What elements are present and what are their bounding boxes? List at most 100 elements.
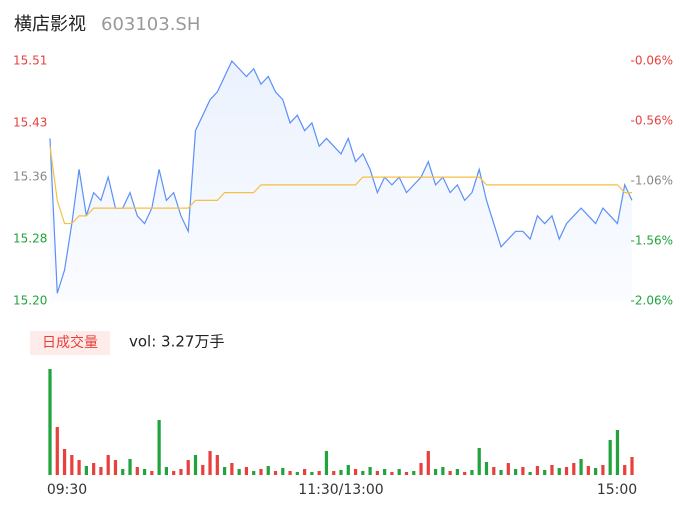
volume-bar <box>77 460 81 475</box>
volume-bar <box>608 440 612 475</box>
volume-bar <box>412 471 416 475</box>
volume-bar <box>477 448 481 475</box>
volume-bar <box>186 460 190 475</box>
y-tick-label: 15.28 <box>13 232 47 246</box>
x-tick-label: 15:00 <box>597 482 637 498</box>
volume-bar <box>361 471 365 475</box>
volume-bar <box>383 469 387 475</box>
price-area <box>50 61 632 301</box>
volume-bar <box>55 427 59 475</box>
volume-bar <box>106 455 110 475</box>
volume-bar <box>375 471 379 475</box>
y2-tick-label: -2.06% <box>631 294 673 308</box>
volume-bar <box>128 459 132 475</box>
volume-bar <box>543 470 547 475</box>
volume-bar <box>324 451 329 475</box>
volume-bar <box>48 369 52 475</box>
volume-bar <box>339 470 343 475</box>
volume-bar <box>179 469 183 475</box>
y-tick-label: 15.20 <box>13 294 47 308</box>
volume-bar <box>113 460 118 475</box>
volume-bar <box>332 471 336 475</box>
volume-bar <box>513 469 518 475</box>
volume-bar <box>557 468 561 475</box>
volume-bar <box>528 472 532 475</box>
volume-bar <box>288 471 292 475</box>
volume-bar <box>310 472 314 475</box>
volume-bar <box>172 471 176 475</box>
volume-bar <box>259 469 263 475</box>
volume-bar <box>572 463 576 475</box>
volume-bar <box>303 469 307 475</box>
volume-bar <box>426 451 430 475</box>
volume-bar <box>463 472 467 475</box>
volume-bar <box>397 469 401 475</box>
volume-bar <box>353 469 358 475</box>
volume-bar <box>404 472 409 475</box>
volume-bar <box>222 467 227 475</box>
volume-bar <box>368 467 372 475</box>
volume-bar <box>346 465 350 475</box>
volume-bar <box>121 469 125 475</box>
price-line <box>49 59 633 294</box>
volume-bar <box>237 469 241 475</box>
volume-bar <box>244 467 249 475</box>
volume-bar <box>448 471 452 475</box>
average-line <box>49 146 632 225</box>
volume-bar <box>499 470 503 475</box>
volume-bar <box>266 466 270 475</box>
volume-bar <box>215 455 219 475</box>
volume-bar <box>157 420 161 475</box>
volume-bar <box>150 471 154 475</box>
y2-tick-label: -0.56% <box>631 114 673 128</box>
volume-bar <box>615 430 620 475</box>
volume-bar <box>433 469 438 475</box>
legend-label: 日成交量 <box>42 334 98 351</box>
volume-bar <box>579 459 583 475</box>
volume-bar <box>273 471 278 475</box>
stock-name: 横店影视 <box>14 14 86 35</box>
volume-bar <box>201 465 205 475</box>
volume-bar <box>492 467 496 475</box>
volume-bar <box>252 471 256 475</box>
x-tick-label: 09:30 <box>47 482 87 498</box>
volume-bar <box>506 463 510 475</box>
volume-bar <box>281 468 285 475</box>
legend-box <box>30 331 110 355</box>
volume-bar <box>623 465 627 475</box>
volume-bar <box>630 457 634 475</box>
volume-bar <box>193 455 198 475</box>
volume-bar <box>70 455 74 475</box>
volume-bar <box>230 463 234 475</box>
volume-bar <box>142 469 147 475</box>
volume-bar <box>390 472 394 475</box>
volume-bar <box>521 467 525 475</box>
volume-bar <box>164 467 169 475</box>
volume-label: vol: 3.27万手 <box>129 333 224 351</box>
volume-bar <box>208 451 212 475</box>
volume-bar <box>84 466 88 475</box>
volume-bar <box>470 470 474 475</box>
volume-bar <box>455 469 460 475</box>
volume-bar <box>99 467 103 475</box>
y-tick-label: 15.43 <box>13 115 47 129</box>
volume-bar <box>135 467 139 475</box>
volume-bar <box>601 465 605 475</box>
volume-bar <box>594 468 598 475</box>
volume-bar <box>92 463 96 475</box>
stock-code: 603103.SH <box>101 14 200 35</box>
volume-bar <box>535 466 540 475</box>
volume-bar <box>62 449 67 475</box>
y2-tick-label: -1.56% <box>631 234 673 248</box>
volume-bar <box>441 467 445 475</box>
y-tick-label: 15.36 <box>13 170 47 184</box>
y-tick-label: 15.51 <box>13 54 47 68</box>
volume-bar <box>295 472 299 475</box>
y2-tick-label: -1.06% <box>631 174 673 188</box>
volume-bar <box>419 463 423 475</box>
volume-bar <box>586 466 590 475</box>
volume-bar <box>484 462 489 475</box>
volume-bar <box>564 467 569 475</box>
y2-tick-label: -0.06% <box>631 54 673 68</box>
